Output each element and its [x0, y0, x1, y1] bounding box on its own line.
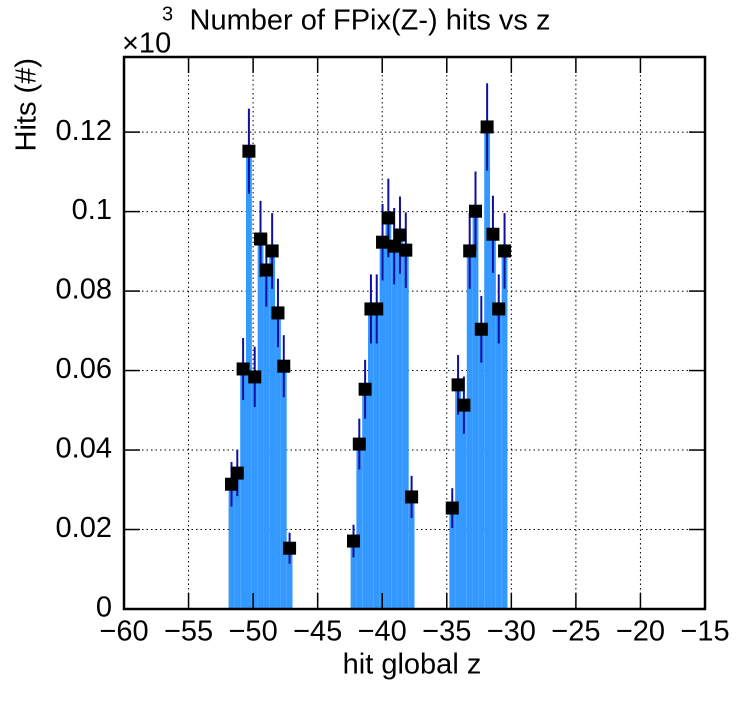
- bar: [286, 548, 293, 609]
- marker: [259, 263, 273, 277]
- marker: [457, 398, 471, 412]
- marker: [474, 322, 488, 336]
- bar: [484, 126, 491, 609]
- marker: [469, 204, 483, 218]
- marker: [376, 235, 390, 249]
- y-tick-label: 0.06: [56, 353, 112, 385]
- marker: [445, 501, 459, 515]
- marker: [387, 239, 401, 253]
- marker: [265, 244, 279, 258]
- marker: [236, 362, 250, 376]
- bar: [257, 239, 264, 610]
- bar: [478, 329, 485, 609]
- x-tick-label: −35: [422, 616, 471, 648]
- marker: [399, 243, 413, 257]
- bar: [275, 312, 281, 609]
- bar: [397, 235, 403, 609]
- bar: [240, 368, 247, 609]
- bar: [379, 242, 386, 609]
- marker: [224, 477, 238, 491]
- x-tick-label: −30: [487, 616, 536, 648]
- marker: [463, 244, 477, 258]
- bar: [280, 366, 287, 609]
- marker: [358, 382, 372, 396]
- bar: [490, 234, 496, 609]
- x-tick-label: −15: [680, 616, 729, 648]
- x-tick-label: −25: [551, 616, 600, 648]
- bar: [402, 250, 409, 610]
- y-tick-label: 0.08: [56, 274, 112, 306]
- bar: [449, 508, 456, 609]
- x-tick-label: −20: [616, 616, 665, 648]
- y-tick-label: 0.04: [56, 433, 112, 465]
- y-multiplier-exponent: 3: [162, 3, 173, 25]
- y-tick-label: 0.02: [56, 512, 112, 544]
- x-tick-label: −50: [229, 616, 278, 648]
- marker: [492, 302, 506, 316]
- marker: [352, 437, 366, 451]
- bar: [472, 211, 479, 609]
- y-tick-label: 0.12: [56, 115, 112, 147]
- bar: [385, 217, 392, 609]
- marker: [271, 306, 285, 320]
- marker: [480, 120, 494, 134]
- bar: [228, 484, 235, 609]
- marker: [254, 232, 268, 246]
- bar: [234, 473, 241, 609]
- marker: [381, 211, 395, 225]
- bar: [495, 308, 502, 609]
- plot-frame: [122, 55, 707, 611]
- marker: [277, 359, 291, 373]
- marker: [498, 244, 512, 258]
- bar: [350, 541, 357, 609]
- marker: [451, 378, 465, 392]
- x-tick-label: −40: [358, 616, 407, 648]
- x-tick-label: −55: [164, 616, 213, 648]
- y-axis-label: Hits (#): [11, 58, 43, 151]
- bar: [251, 376, 258, 609]
- y-tick-label: 0.1: [72, 194, 112, 226]
- bar: [466, 250, 473, 609]
- y-multiplier: ×10: [122, 28, 171, 60]
- bar: [263, 270, 270, 609]
- bar: [460, 405, 467, 609]
- marker: [283, 541, 297, 555]
- bar: [356, 444, 363, 609]
- bar: [269, 250, 276, 609]
- bar: [362, 389, 369, 609]
- bar: [408, 496, 415, 609]
- bar: [368, 308, 374, 609]
- y-tick-label: 0: [96, 592, 112, 624]
- bar: [373, 308, 380, 609]
- x-axis-label: hit global z: [343, 649, 482, 681]
- chart-title: Number of FPix(Z-) hits vs z: [190, 5, 551, 37]
- marker: [242, 144, 256, 158]
- marker: [405, 490, 419, 504]
- x-tick-label: −60: [99, 616, 148, 648]
- bar: [391, 246, 398, 609]
- x-tick-label: −45: [293, 616, 342, 648]
- marker: [346, 534, 360, 548]
- bar: [501, 250, 508, 609]
- marker: [248, 370, 262, 384]
- marker: [230, 466, 244, 480]
- marker: [370, 302, 384, 316]
- marker: [393, 228, 407, 242]
- bar: [455, 384, 461, 609]
- marker: [486, 227, 500, 241]
